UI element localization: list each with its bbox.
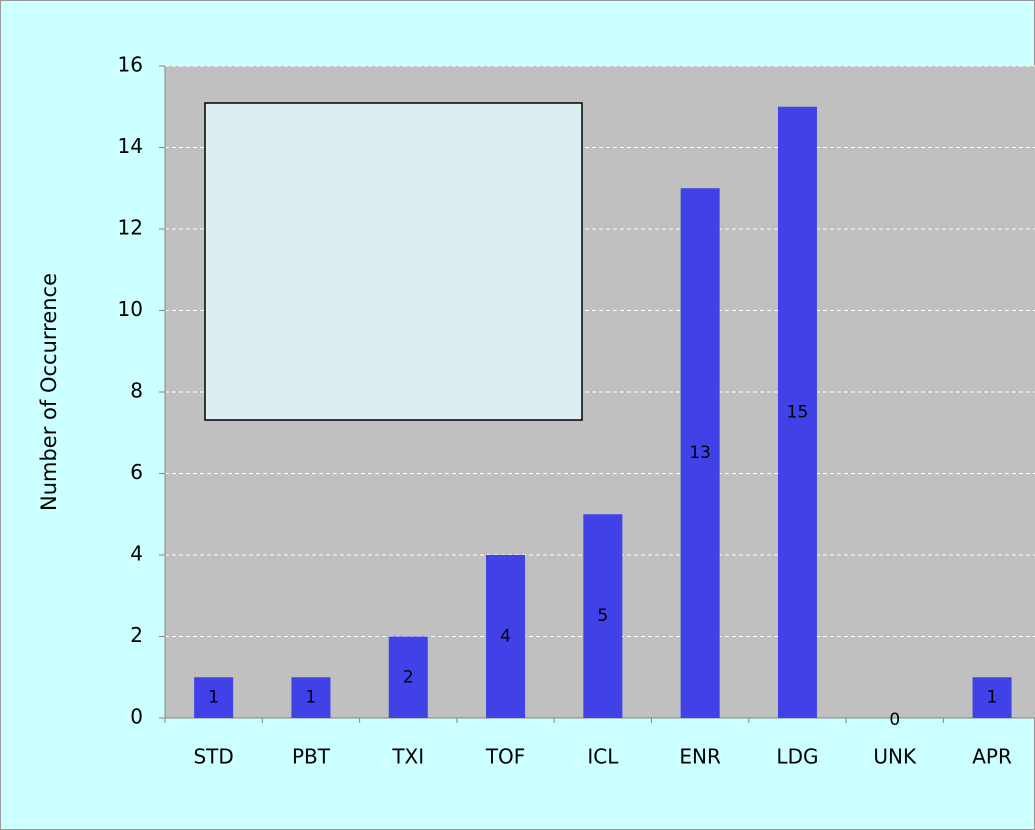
bar [486, 555, 526, 718]
data-label: 13 [689, 443, 711, 463]
x-tick-label: ENR [679, 745, 721, 769]
x-tick-label: TXI [391, 745, 424, 769]
data-label: 15 [787, 402, 809, 422]
bar [972, 677, 1012, 718]
x-tick-label: APR [972, 745, 1012, 769]
data-label: 1 [208, 688, 219, 708]
x-tick-label: ICL [587, 745, 619, 769]
x-tick-label: PBT [292, 745, 331, 769]
y-tick-label: 8 [130, 379, 143, 403]
y-axis-title: Number of Occurrence [37, 273, 61, 511]
y-tick-label: 16 [118, 53, 143, 77]
x-tick-label: UNK [873, 745, 917, 769]
bar [583, 514, 623, 718]
y-tick-label: 4 [130, 542, 143, 566]
bar [777, 106, 817, 718]
data-label: 0 [889, 710, 900, 730]
data-label: 1 [987, 688, 998, 708]
bar [291, 677, 331, 718]
data-label: 1 [306, 688, 317, 708]
bar [680, 188, 720, 718]
legend-box [204, 102, 583, 421]
y-tick-label: 10 [118, 297, 143, 321]
y-tick-label: 12 [118, 216, 143, 240]
x-tick-label: STD [193, 745, 233, 769]
data-label: 4 [500, 627, 511, 647]
x-tick-label: LDG [776, 745, 818, 769]
bar [194, 677, 234, 718]
y-tick-label: 2 [130, 623, 143, 647]
bar [388, 636, 428, 718]
y-tick-label: 0 [130, 705, 143, 729]
y-tick-label: 14 [118, 134, 143, 158]
y-tick-label: 6 [130, 460, 143, 484]
x-tick-label: TOF [485, 745, 525, 769]
data-label: 2 [403, 667, 414, 687]
data-label: 5 [597, 606, 608, 626]
